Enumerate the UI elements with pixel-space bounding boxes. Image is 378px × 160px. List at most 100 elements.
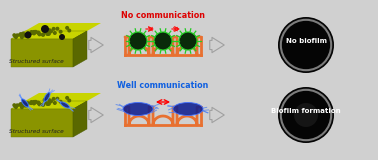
Circle shape	[15, 36, 17, 38]
Ellipse shape	[60, 102, 70, 108]
Circle shape	[34, 100, 37, 103]
Circle shape	[25, 32, 31, 39]
Circle shape	[23, 33, 26, 36]
Circle shape	[48, 103, 50, 105]
Text: Structured surface: Structured surface	[9, 129, 64, 134]
Circle shape	[48, 100, 51, 103]
Circle shape	[25, 104, 28, 107]
Circle shape	[44, 101, 47, 104]
Circle shape	[59, 30, 62, 33]
Circle shape	[20, 35, 23, 37]
Circle shape	[278, 17, 334, 73]
Circle shape	[56, 27, 59, 30]
Circle shape	[48, 32, 50, 35]
Polygon shape	[25, 93, 101, 101]
Circle shape	[34, 31, 36, 34]
Circle shape	[50, 30, 53, 33]
Circle shape	[48, 29, 51, 32]
Circle shape	[66, 97, 68, 99]
Circle shape	[23, 104, 26, 106]
Circle shape	[24, 34, 26, 37]
Circle shape	[154, 32, 172, 50]
Circle shape	[22, 102, 24, 105]
Circle shape	[34, 31, 37, 33]
Circle shape	[42, 103, 44, 106]
Circle shape	[27, 102, 29, 104]
Circle shape	[129, 32, 147, 50]
Circle shape	[179, 32, 197, 50]
Text: Biofilm formation: Biofilm formation	[271, 108, 341, 114]
Polygon shape	[25, 23, 101, 31]
Circle shape	[34, 101, 36, 104]
Circle shape	[46, 103, 49, 105]
Circle shape	[46, 102, 49, 105]
Circle shape	[52, 28, 55, 30]
Circle shape	[19, 33, 22, 35]
Circle shape	[54, 102, 56, 104]
Circle shape	[37, 31, 39, 34]
Circle shape	[294, 103, 318, 127]
Circle shape	[19, 104, 21, 106]
Ellipse shape	[22, 99, 29, 107]
Circle shape	[47, 103, 49, 105]
Text: No communication: No communication	[121, 11, 205, 20]
Polygon shape	[11, 101, 87, 137]
Polygon shape	[11, 101, 87, 109]
Polygon shape	[11, 31, 87, 39]
Circle shape	[42, 33, 44, 36]
Text: ✕: ✕	[172, 24, 179, 33]
Circle shape	[13, 34, 15, 36]
Circle shape	[19, 33, 21, 36]
Circle shape	[59, 34, 65, 40]
Circle shape	[24, 104, 26, 107]
Circle shape	[46, 32, 49, 35]
Circle shape	[20, 104, 23, 107]
Circle shape	[33, 31, 36, 33]
Circle shape	[52, 98, 55, 100]
Circle shape	[25, 34, 28, 37]
Circle shape	[33, 101, 36, 103]
Circle shape	[37, 102, 40, 104]
Circle shape	[30, 102, 33, 104]
Circle shape	[30, 102, 33, 104]
Circle shape	[68, 29, 71, 32]
Circle shape	[278, 87, 334, 143]
Circle shape	[15, 106, 17, 108]
Circle shape	[50, 100, 53, 103]
Polygon shape	[11, 39, 73, 67]
Circle shape	[23, 33, 26, 36]
Circle shape	[20, 106, 23, 108]
Ellipse shape	[123, 103, 153, 116]
Circle shape	[37, 101, 39, 104]
Circle shape	[42, 103, 45, 106]
Ellipse shape	[44, 92, 50, 101]
Circle shape	[41, 25, 49, 33]
Circle shape	[33, 32, 35, 35]
Circle shape	[48, 99, 51, 101]
Circle shape	[30, 32, 33, 34]
Circle shape	[30, 32, 33, 34]
Circle shape	[13, 104, 15, 107]
Ellipse shape	[173, 103, 203, 116]
Circle shape	[16, 34, 19, 37]
Circle shape	[56, 97, 59, 100]
Circle shape	[30, 31, 33, 33]
Circle shape	[48, 30, 51, 33]
Circle shape	[37, 32, 40, 34]
Circle shape	[43, 99, 46, 101]
Text: ✕: ✕	[147, 24, 154, 33]
Circle shape	[16, 104, 19, 107]
Circle shape	[44, 31, 47, 33]
Text: No biofilm: No biofilm	[285, 38, 327, 44]
Circle shape	[23, 103, 26, 106]
Circle shape	[47, 33, 49, 35]
Circle shape	[42, 33, 45, 36]
Circle shape	[59, 100, 62, 103]
Text: Structured surface: Structured surface	[9, 59, 64, 64]
Circle shape	[68, 99, 71, 102]
Circle shape	[46, 33, 49, 35]
Circle shape	[22, 32, 24, 35]
Circle shape	[38, 33, 41, 36]
Circle shape	[43, 29, 46, 31]
Circle shape	[30, 101, 33, 103]
